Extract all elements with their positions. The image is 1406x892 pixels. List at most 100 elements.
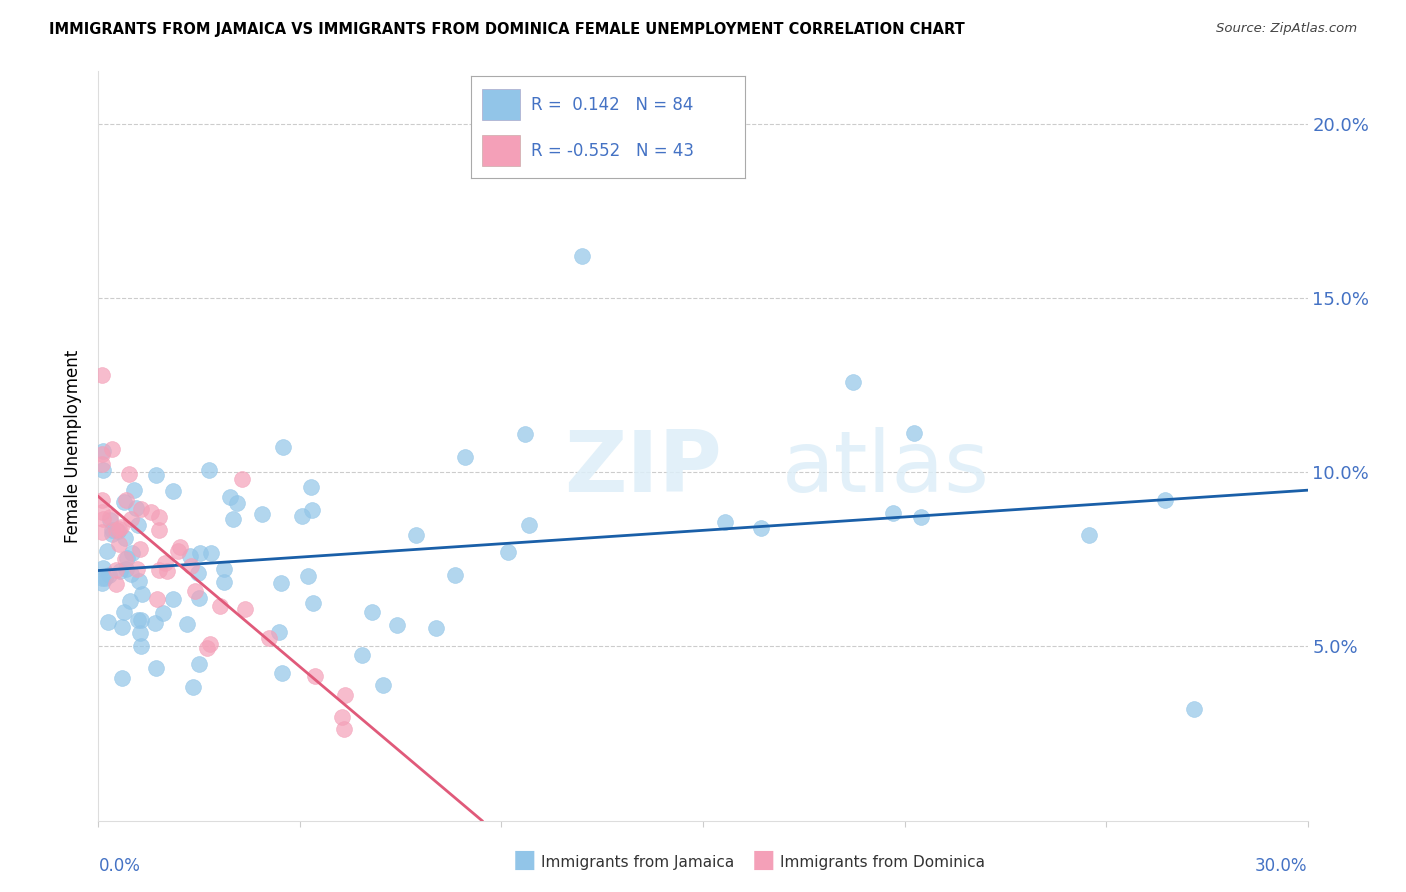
Point (107, 524, 129, 538)
Point (259, 632, 281, 646)
Point (1182, 702, 1205, 716)
Point (91, 492, 114, 507)
Point (162, 484, 184, 499)
Text: Immigrants from Dominica: Immigrants from Dominica (780, 855, 986, 870)
Point (496, 545, 519, 559)
Point (115, 492, 138, 507)
Point (188, 657, 211, 671)
Point (129, 613, 152, 627)
Point (148, 563, 170, 577)
Point (97, 615, 120, 630)
Point (110, 520, 132, 534)
Point (208, 599, 231, 613)
Point (304, 669, 326, 683)
Point (91, 368, 114, 382)
Point (361, 605, 384, 619)
Point (104, 563, 127, 577)
Point (114, 552, 136, 566)
Point (131, 587, 153, 601)
Point (405, 528, 427, 542)
Text: ■: ■ (752, 848, 776, 872)
Point (167, 544, 190, 558)
Point (179, 549, 201, 563)
Point (145, 661, 167, 675)
Point (250, 507, 273, 521)
Point (139, 505, 162, 519)
Point (882, 506, 904, 520)
Point (291, 508, 314, 523)
Point (425, 621, 447, 635)
Point (101, 442, 124, 456)
Point (270, 576, 292, 591)
Point (91, 504, 114, 518)
Point (330, 710, 353, 724)
Point (101, 523, 124, 537)
Point (148, 510, 170, 524)
Point (127, 517, 149, 532)
Point (222, 512, 245, 526)
Point (129, 639, 152, 653)
Point (713, 516, 735, 530)
Point (143, 616, 166, 631)
Text: 0.0%: 0.0% (98, 856, 141, 874)
Text: 30.0%: 30.0% (1256, 856, 1308, 874)
Point (148, 523, 170, 537)
Point (903, 426, 925, 441)
Point (127, 613, 149, 627)
Point (120, 511, 142, 525)
Point (176, 616, 198, 631)
Point (513, 426, 536, 441)
Point (128, 626, 150, 640)
Point (152, 606, 174, 620)
Point (333, 723, 356, 737)
Point (271, 440, 294, 454)
Point (105, 523, 128, 537)
Point (153, 556, 176, 570)
Point (571, 249, 593, 263)
Text: Source: ZipAtlas.com: Source: ZipAtlas.com (1216, 22, 1357, 36)
Point (111, 620, 134, 634)
Point (267, 625, 290, 640)
Point (198, 637, 221, 651)
Text: R = -0.552   N = 43: R = -0.552 N = 43 (531, 142, 695, 160)
Point (129, 542, 152, 557)
Point (181, 680, 204, 694)
Point (91, 457, 114, 471)
Point (1154, 493, 1177, 508)
Point (112, 495, 135, 509)
Point (180, 558, 202, 573)
Point (146, 591, 169, 606)
Point (301, 596, 323, 610)
Point (910, 510, 932, 524)
Point (373, 678, 395, 692)
Point (115, 551, 138, 566)
Point (128, 574, 150, 589)
Point (156, 565, 179, 579)
Point (120, 566, 142, 581)
Point (454, 450, 477, 464)
Point (226, 496, 249, 510)
Text: IMMIGRANTS FROM JAMAICA VS IMMIGRANTS FROM DOMINICA FEMALE UNEMPLOYMENT CORRELAT: IMMIGRANTS FROM JAMAICA VS IMMIGRANTS FR… (49, 22, 965, 37)
Point (91, 443, 114, 458)
Point (169, 540, 191, 554)
Point (270, 666, 292, 681)
Y-axis label: Female Unemployment: Female Unemployment (65, 350, 83, 542)
Point (96, 544, 118, 558)
Point (183, 583, 205, 598)
Point (842, 375, 865, 389)
Point (443, 567, 465, 582)
Point (98, 568, 121, 582)
Point (122, 483, 145, 497)
Point (127, 562, 149, 576)
Point (212, 562, 235, 576)
Point (124, 500, 146, 515)
Point (350, 648, 373, 663)
FancyBboxPatch shape (482, 136, 520, 166)
Text: Immigrants from Jamaica: Immigrants from Jamaica (541, 855, 734, 870)
Point (517, 518, 540, 533)
Point (188, 546, 211, 560)
Point (214, 575, 236, 590)
Point (187, 566, 209, 581)
Point (197, 640, 219, 655)
Point (333, 689, 356, 703)
